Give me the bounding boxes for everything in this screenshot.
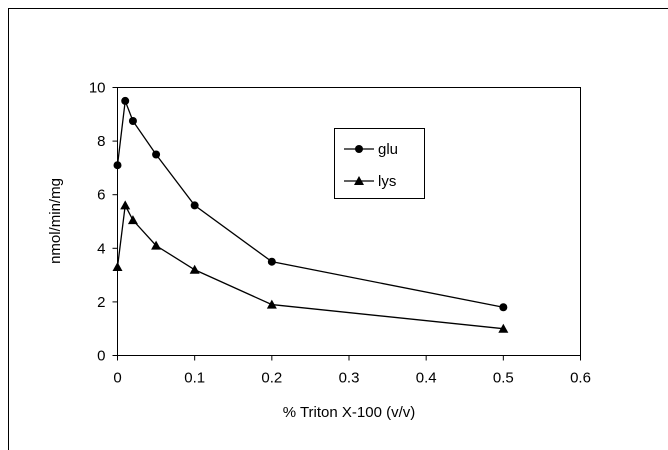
legend-label: lys xyxy=(378,173,396,190)
x-tick-label: 0.6 xyxy=(570,370,591,387)
series-layer xyxy=(113,97,509,333)
data-point-glu xyxy=(499,303,507,311)
y-tick-label: 2 xyxy=(97,294,105,311)
x-tick-label: 0.4 xyxy=(416,370,437,387)
data-point-glu xyxy=(268,258,276,266)
series-glu xyxy=(114,97,508,311)
x-tick-label: 0.2 xyxy=(261,370,282,387)
y-tick-label: 8 xyxy=(97,133,105,150)
series-line-glu xyxy=(118,101,504,307)
x-tick-label: 0.5 xyxy=(493,370,514,387)
data-point-glu xyxy=(121,97,129,105)
y-axis-label: nmol/min/mg xyxy=(47,178,64,264)
x-axis-label: % Triton X-100 (v/v) xyxy=(283,404,416,421)
x-tick-label: 0 xyxy=(113,370,121,387)
y-tick-label: 10 xyxy=(89,80,106,97)
data-point-glu xyxy=(191,201,199,209)
series-line-lys xyxy=(118,205,504,328)
data-point-lys xyxy=(128,215,138,224)
data-point-lys xyxy=(113,262,123,271)
legend-marker-glu xyxy=(355,145,363,153)
data-point-glu xyxy=(114,161,122,169)
y-tick-label: 0 xyxy=(97,348,105,365)
x-tick-label: 0.3 xyxy=(339,370,360,387)
y-tick-label: 6 xyxy=(97,187,105,204)
plot-area xyxy=(118,88,581,356)
data-point-glu xyxy=(152,151,160,159)
data-point-lys xyxy=(267,300,277,309)
x-tick-label: 0.1 xyxy=(184,370,205,387)
data-point-glu xyxy=(129,117,137,125)
series-lys xyxy=(113,200,509,332)
data-point-lys xyxy=(190,265,200,274)
y-tick-label: 4 xyxy=(97,240,105,257)
legend: glu lys xyxy=(335,129,425,199)
legend-label: glu xyxy=(378,141,398,158)
axes: 0 0.1 0.2 0.3 0.4 0.5 0.6 0 2 4 6 8 10 xyxy=(89,80,591,387)
data-point-lys xyxy=(120,200,130,209)
